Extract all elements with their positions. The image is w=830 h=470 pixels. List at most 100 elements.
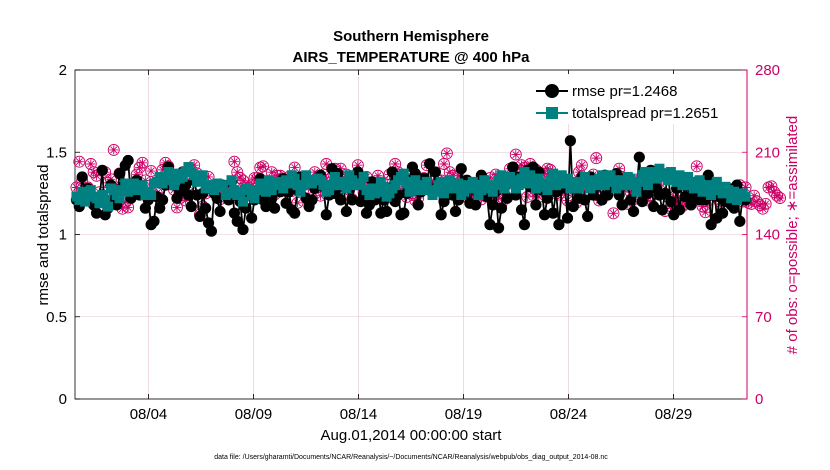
obs-assimilated-marker <box>608 208 618 218</box>
obs-assimilated-marker <box>353 160 363 170</box>
obs-possible-marker <box>690 160 703 173</box>
data-file-caption: data file: /Users/gharamti/Documents/NCA… <box>214 454 608 461</box>
obs-assimilated-marker <box>258 161 268 171</box>
totalspread-point <box>608 175 619 186</box>
rmse-point <box>716 207 729 219</box>
totalspread-point <box>364 190 375 201</box>
totalspread-point <box>85 185 96 196</box>
rmse-point <box>96 164 108 176</box>
totalspread-point <box>436 176 447 187</box>
rmse-point <box>231 215 243 227</box>
left-y-axis-label: rmse and totalspread <box>35 165 52 306</box>
rmse-point <box>438 196 450 208</box>
totalspread-point <box>418 185 429 196</box>
rmse-point <box>412 199 424 211</box>
totalspread-point <box>298 180 309 191</box>
totalspread-point <box>421 176 432 187</box>
totalspread-point <box>556 170 567 181</box>
totalspread-point <box>507 175 518 186</box>
y-tick-label: 0.5 <box>46 309 67 326</box>
obs-assimilated-marker <box>229 157 239 167</box>
obs-assimilated-marker <box>534 192 544 202</box>
totalspread-point <box>717 188 728 199</box>
series-group <box>70 135 786 237</box>
obs-assimilated-marker <box>680 199 690 209</box>
totalspread-point <box>189 170 200 181</box>
rmse-point <box>636 196 648 208</box>
rmse-point <box>567 200 579 213</box>
totalspread-point <box>120 178 131 189</box>
totalspread-point <box>378 181 389 192</box>
totalspread-point <box>640 166 651 177</box>
totalspread-point <box>694 175 705 186</box>
rmse-point <box>530 199 542 211</box>
obs-possible-marker <box>774 192 786 205</box>
totalspread-point <box>283 178 294 189</box>
totalspread-point <box>217 180 228 191</box>
totalspread-point <box>289 173 300 184</box>
totalspread-point <box>404 186 415 197</box>
legend-rmse-label: rmse pr=1.2468 <box>572 83 677 100</box>
totalspread-point <box>697 186 708 197</box>
obs-assimilated-marker <box>522 192 532 202</box>
rmse-point <box>553 219 565 231</box>
y-right-tick-label: 280 <box>755 62 780 79</box>
obs-assimilated-marker <box>321 159 331 169</box>
totalspread-point <box>671 176 682 187</box>
rmse-point <box>237 223 249 236</box>
totalspread-point <box>665 166 676 177</box>
totalspread-point <box>476 185 487 196</box>
y-right-tick-label: 70 <box>755 309 772 326</box>
rmse-point <box>487 199 499 211</box>
totalspread-point <box>513 180 524 191</box>
totalspread-point <box>631 186 642 197</box>
totalspread-point <box>74 194 85 205</box>
totalspread-point <box>146 190 157 201</box>
rmse-point <box>561 212 574 224</box>
rmse-point <box>547 207 559 219</box>
rmse-point <box>449 205 462 218</box>
obs-possible-marker <box>145 165 158 178</box>
obs-assimilated-marker <box>267 167 277 177</box>
totalspread-point <box>525 170 536 181</box>
obs-assimilated-marker <box>494 193 504 203</box>
rmse-point <box>76 171 88 183</box>
totalspread-point <box>372 186 383 197</box>
obs-assimilated-marker <box>71 183 81 192</box>
obs-assimilated-marker <box>336 164 346 174</box>
rmse-point <box>484 219 496 231</box>
y-tick-label: 1.5 <box>46 144 67 161</box>
totalspread-point <box>674 170 685 181</box>
obs-assimilated-marker <box>189 160 199 170</box>
rmse-point <box>429 166 442 178</box>
x-axis-label: Aug.01,2014 00:00:00 start <box>321 427 503 444</box>
right-y-axis-label: # of obs: o=possible; ∗=assimilated <box>784 116 801 355</box>
rmse-point <box>289 207 301 219</box>
rmse-point <box>148 215 160 227</box>
totalspread-point <box>238 196 248 207</box>
totalspread-point <box>542 185 553 196</box>
rmse-point <box>398 207 410 219</box>
totalspread-point <box>726 193 737 204</box>
obs-assimilated-marker <box>92 171 102 181</box>
y-right-tick-label: 140 <box>755 227 780 244</box>
obs-possible-marker <box>257 160 270 173</box>
totalspread-point <box>292 180 303 191</box>
obs-assimilated-marker <box>310 167 320 177</box>
rmse-point <box>564 135 576 147</box>
totalspread-point <box>582 176 593 187</box>
totalspread-point <box>562 173 573 184</box>
totalspread-point <box>628 180 639 191</box>
totalspread-point <box>596 170 607 181</box>
totalspread-point <box>249 193 260 204</box>
obs-assimilated-marker <box>172 202 182 212</box>
totalspread-point <box>470 180 481 191</box>
rmse-point <box>182 189 195 201</box>
totalspread-point <box>441 183 452 194</box>
totalspread-point <box>519 166 530 177</box>
totalspread-point <box>355 180 366 191</box>
chart-title: Southern Hemisphere <box>333 28 489 45</box>
rmse-point <box>246 212 258 224</box>
totalspread-point <box>401 178 412 189</box>
